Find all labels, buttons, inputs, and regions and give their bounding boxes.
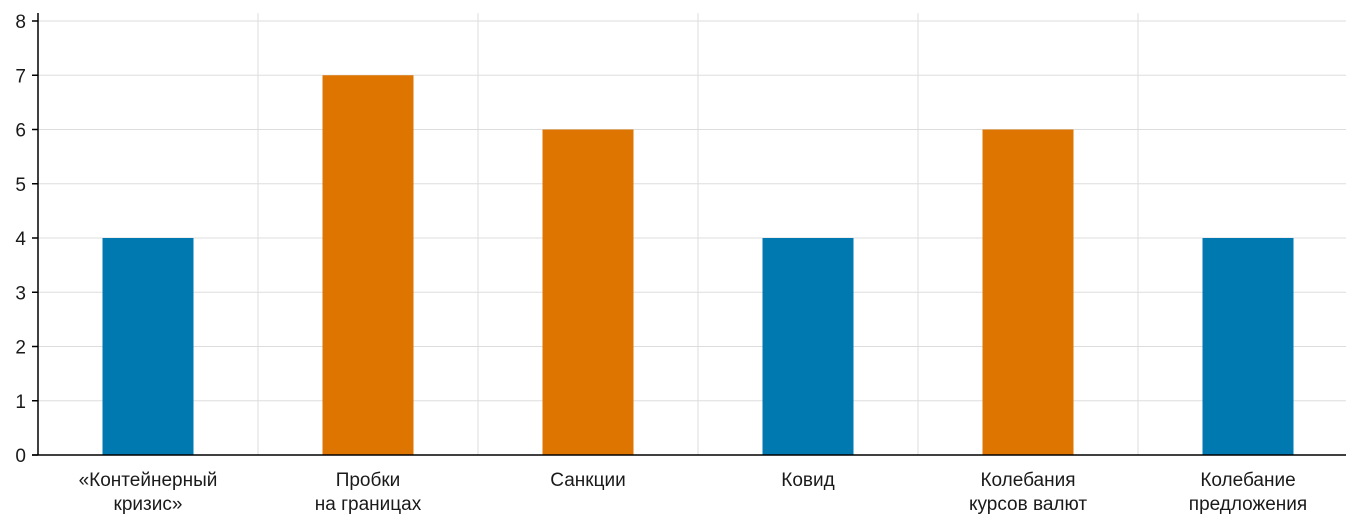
- y-tick-label: 3: [15, 283, 26, 304]
- x-category-label: Колебание предложения: [1189, 470, 1307, 515]
- y-tick-label: 5: [15, 175, 26, 196]
- grid-layer: [38, 13, 1346, 455]
- y-tick-label: 1: [15, 392, 26, 413]
- bar: [983, 130, 1074, 456]
- x-category-label: Ковид: [781, 470, 834, 491]
- bar: [1203, 238, 1294, 455]
- label-layer: 0 1 2 3 4 5 6 7 8 «Контейнерный кризис» Пробки на гр…: [15, 12, 1307, 515]
- y-tick-label: 0: [15, 446, 26, 467]
- bar: [323, 75, 414, 455]
- y-tick-label: 4: [15, 229, 26, 250]
- y-tick-label: 6: [15, 121, 26, 142]
- x-category-label: Санкции: [550, 470, 625, 491]
- y-tick-label: 8: [15, 12, 26, 33]
- axis-layer: [32, 13, 1346, 455]
- y-tick-label: 7: [15, 66, 26, 87]
- bar: [763, 238, 854, 455]
- x-category-label: Колебания курсов валют: [969, 470, 1087, 515]
- y-tick-label: 2: [15, 338, 26, 359]
- bar: [103, 238, 194, 455]
- x-category-label: Пробки на границах: [315, 470, 422, 515]
- x-category-label: «Контейнерный кризис»: [79, 470, 218, 515]
- bar: [543, 130, 634, 456]
